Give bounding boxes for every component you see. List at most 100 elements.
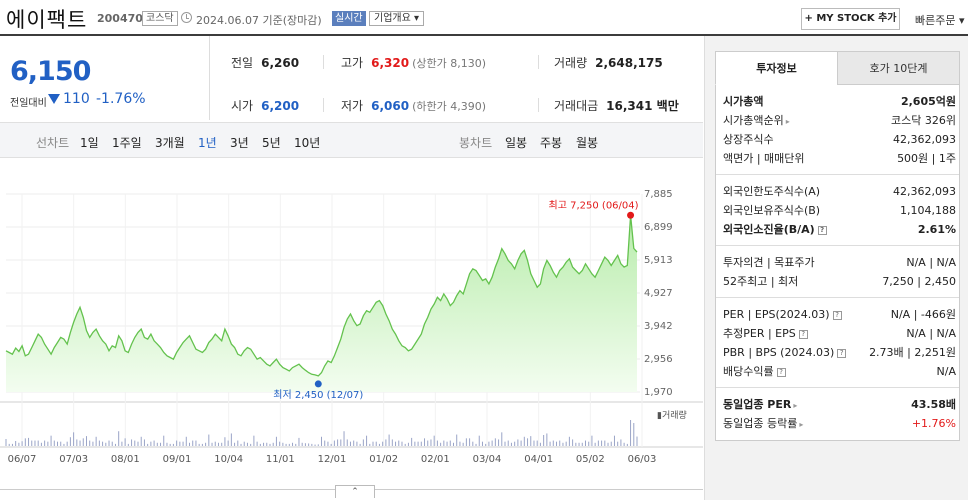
volume-bar [105,442,107,446]
volume-bar [82,438,84,446]
realtime-badge[interactable]: 실시간 [332,11,366,26]
volume-bar [311,443,313,446]
volume-bar [610,441,612,446]
volume-bar [459,441,461,446]
tab-orderbook[interactable]: 호가 10단계 [837,51,960,85]
info-tabs: 투자정보 호가 10단계 [715,51,960,85]
volume-bar [575,442,577,446]
volume-bar [469,438,471,446]
row-key: PER | EPS(2024.03) [723,308,830,321]
volume-bar [89,440,91,446]
volume-bar [160,442,162,446]
stat-prev: 전일 6,260 [231,54,299,71]
stat-label: 시가 [231,99,254,113]
help-icon[interactable]: ? [798,330,808,339]
x-tick-label: 12/01 [318,454,347,465]
volume-bar [69,437,71,446]
tab-3month[interactable]: 3개월 [155,136,185,150]
tab-invest-info[interactable]: 투자정보 [715,51,838,85]
volume-bar [552,440,554,446]
row-key: 시가총액순위 [723,114,784,127]
volume-bar [510,442,512,446]
volume-bar [317,444,319,446]
volume-bar [349,441,351,446]
volume-bar [488,441,490,446]
volume-bar [266,442,268,446]
x-tick-label: 05/02 [576,454,605,465]
row-per-eps: PER | EPS(2024.03)? N/A | -466원 [723,306,956,324]
volume-bar [375,441,377,446]
volume-bar [620,439,622,446]
volume-bar [588,441,590,446]
volume-bar [591,435,593,446]
volume-bar [581,442,583,446]
stat-open: 시가 6,200 [231,97,299,114]
row-value: 1,104,188 [900,204,956,217]
quick-order-dropdown[interactable]: 빠른주문 ▾ [915,14,965,27]
tab-1week[interactable]: 1주일 [112,136,142,150]
row-foreign-limit: 외국인한도주식수(A) 42,362,093 [723,183,956,201]
volume-bar [446,441,448,446]
volume-bar [398,440,400,446]
x-tick-label: 09/01 [163,454,192,465]
volume-bar [37,440,39,446]
volume-bar [201,443,203,446]
stat-label: 거래량 [554,56,588,70]
volume-bar [565,441,567,446]
price-change: 110 [63,91,90,107]
tab-daily[interactable]: 일봉 [505,136,528,150]
volume-bar [76,439,78,446]
volume-bar [507,440,509,446]
volume-bar [166,442,168,446]
volume-bar [124,438,126,446]
volume-bar [353,440,355,446]
row-value: +1.76% [911,417,956,430]
price-change-pct: -1.76% [96,91,146,107]
volume-bar [214,441,216,446]
current-price: 6,150 [10,56,91,87]
volume-bar [449,440,451,446]
volume-bar [256,441,258,446]
volume-bar [617,441,619,446]
volume-bar [95,436,97,446]
tab-weekly[interactable]: 주봉 [540,136,563,150]
volume-bar [272,442,274,446]
volume-bar [562,442,564,446]
y-tick-label: 6,899 [644,222,673,233]
tab-1year[interactable]: 1년 [198,136,217,150]
tab-5year[interactable]: 5년 [262,136,281,150]
stat-amount: 거래대금 16,341 백만 [554,97,679,114]
x-axis-ticks: 06/07 07/03 08/01 09/01 10/04 11/01 12/01 01/02… [8,454,657,465]
volume-bar [520,440,522,446]
row-sector-change[interactable]: 동일업종 등락률 ▸ +1.76% [723,415,956,433]
tab-10year[interactable]: 10년 [294,136,321,150]
tab-3year[interactable]: 3년 [230,136,249,150]
collapse-chart-button[interactable]: ⌃ [335,485,375,498]
price-chart[interactable]: 7,885 6,899 5,913 4,927 3,942 2,956 1,970 06/0… [0,160,703,472]
volume-bar [28,437,30,446]
volume-bar [485,443,487,446]
y-axis-ticks: 7,885 6,899 5,913 4,927 3,942 2,956 1,970 [644,189,673,398]
row-par-value: 액면가 | 매매단위 500원 | 1주 [723,150,956,168]
y-tick-label: 2,956 [644,354,673,365]
row-key: 상장주식수 [723,133,774,146]
help-icon[interactable]: ? [832,311,842,320]
volume-bar [92,441,94,446]
x-tick-label: 11/01 [266,454,295,465]
row-sector-per[interactable]: 동일업종 PER ▸ 43.58배 [723,396,956,414]
row-value: 500원 | 1주 [897,152,956,165]
add-mystock-button[interactable]: + MY STOCK 추가 [801,8,900,30]
help-icon[interactable]: ? [776,368,786,377]
volume-bar [153,440,155,446]
corp-info-dropdown[interactable]: 기업개요 ▾ [369,11,424,26]
volume-bar [163,435,165,446]
help-icon[interactable]: ? [817,226,827,235]
volume-bar [523,436,525,446]
help-icon[interactable]: ? [837,349,847,358]
volume-bar [517,439,519,446]
row-market-cap-rank[interactable]: 시가총액순위 ▸ 코스닥 326위 [723,112,956,130]
volume-bar [549,441,551,446]
tab-monthly[interactable]: 월봉 [576,136,599,150]
tab-1day[interactable]: 1일 [80,136,99,150]
volume-bar [494,438,496,446]
